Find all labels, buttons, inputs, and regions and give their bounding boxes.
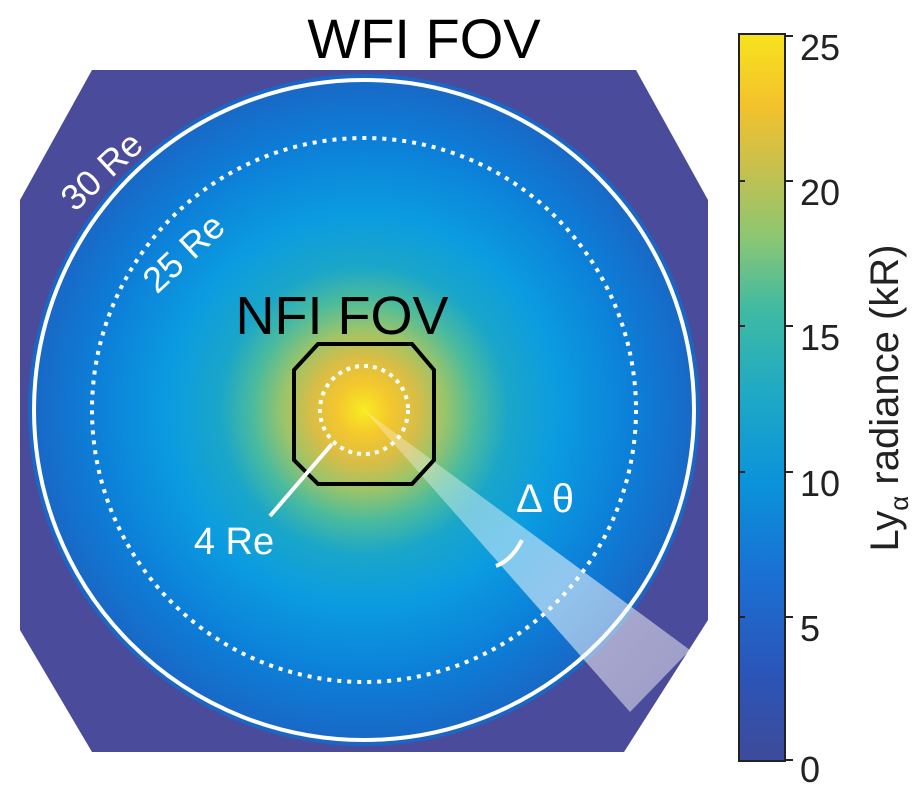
colorbar: 25 20 15 10 5 0 Lyα radiance (kR) xyxy=(738,27,914,790)
ring-4re-leader xyxy=(268,442,334,518)
nfi-fov-outline xyxy=(292,342,436,486)
colorbar-axis-label: Lyα radiance (kR) xyxy=(863,245,914,552)
colorbar-scale xyxy=(738,33,786,762)
colorbar-tick-label: 5 xyxy=(800,608,820,649)
nfi-fov-label: NFI FOV xyxy=(236,286,449,346)
ring-4re xyxy=(318,364,410,456)
colorbar-tick-label: 20 xyxy=(800,172,840,213)
ring-25re xyxy=(90,136,638,684)
angle-label: Δ θ xyxy=(516,477,574,521)
page-title: WFI FOV xyxy=(307,7,541,70)
ring-30re xyxy=(32,78,696,742)
colorbar-tick-label: 10 xyxy=(800,463,840,504)
colorbar-ticks xyxy=(739,35,793,761)
line-of-sight-beam xyxy=(364,410,690,712)
angle-arc xyxy=(495,539,524,568)
ring-4re-label: 4 Re xyxy=(194,521,274,563)
colorbar-tick-label: 15 xyxy=(800,317,840,358)
colorbar-tick-label: 25 xyxy=(800,27,840,68)
colorbar-tick-label: 0 xyxy=(800,749,820,790)
